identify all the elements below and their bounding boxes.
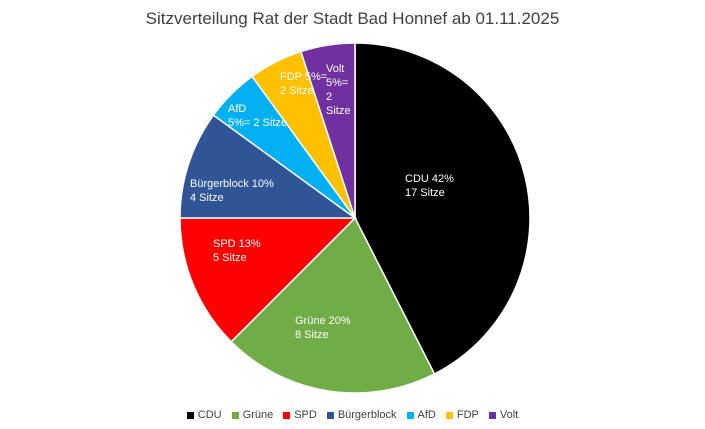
legend-item-bürgerblock: Bürgerblock bbox=[326, 409, 397, 421]
slice-label-volt: Volt 5%= 2 Sitze bbox=[326, 63, 350, 117]
legend-swatch bbox=[231, 411, 239, 419]
chart-legend: CDU Grüne SPD Bürgerblock AfD FDP Volt bbox=[0, 409, 705, 421]
legend-item-afd: AfD bbox=[406, 409, 436, 421]
slice-label-cdu: CDU 42% 17 Sitze bbox=[405, 173, 454, 199]
legend-label: AfD bbox=[417, 409, 436, 421]
slice-label-grüne: Grüne 20% 8 Sitze bbox=[295, 315, 351, 341]
legend-label: SPD bbox=[294, 409, 317, 421]
pie-slice-cdu bbox=[354, 42, 531, 375]
legend-label: Bürgerblock bbox=[337, 409, 397, 421]
legend-item-grüne: Grüne bbox=[231, 409, 274, 421]
pie-slice-bürgerblock bbox=[179, 114, 358, 219]
pie-slice-volt bbox=[299, 42, 356, 219]
chart-title: Sitzverteilung Rat der Stadt Bad Honnef … bbox=[145, 9, 560, 28]
legend-swatch bbox=[186, 411, 194, 419]
legend-item-spd: SPD bbox=[283, 409, 317, 421]
slice-label-bürgerblock: Bürgerblock 10% 4 Sitze bbox=[190, 178, 274, 204]
legend-swatch bbox=[406, 411, 414, 419]
legend-label: FDP bbox=[456, 409, 479, 421]
slice-label-spd: SPD 13% 5 Sitze bbox=[213, 238, 261, 264]
legend-swatch bbox=[283, 411, 291, 419]
pie-slice-grüne bbox=[230, 216, 436, 394]
legend-label: Volt bbox=[499, 409, 519, 421]
legend-swatch bbox=[326, 411, 334, 419]
legend-item-volt: Volt bbox=[488, 409, 519, 421]
pie-slice-spd bbox=[179, 217, 357, 343]
slice-label-fdp: FDP 5%= 2 Sitze bbox=[280, 71, 327, 97]
legend-swatch bbox=[488, 411, 496, 419]
legend-label: Grüne bbox=[242, 409, 274, 421]
legend-swatch bbox=[445, 411, 453, 419]
legend-label: CDU bbox=[197, 409, 222, 421]
legend-item-cdu: CDU bbox=[186, 409, 222, 421]
legend-item-fdp: FDP bbox=[445, 409, 479, 421]
slice-label-afd: AfD 5%= 2 Sitze bbox=[228, 103, 287, 129]
